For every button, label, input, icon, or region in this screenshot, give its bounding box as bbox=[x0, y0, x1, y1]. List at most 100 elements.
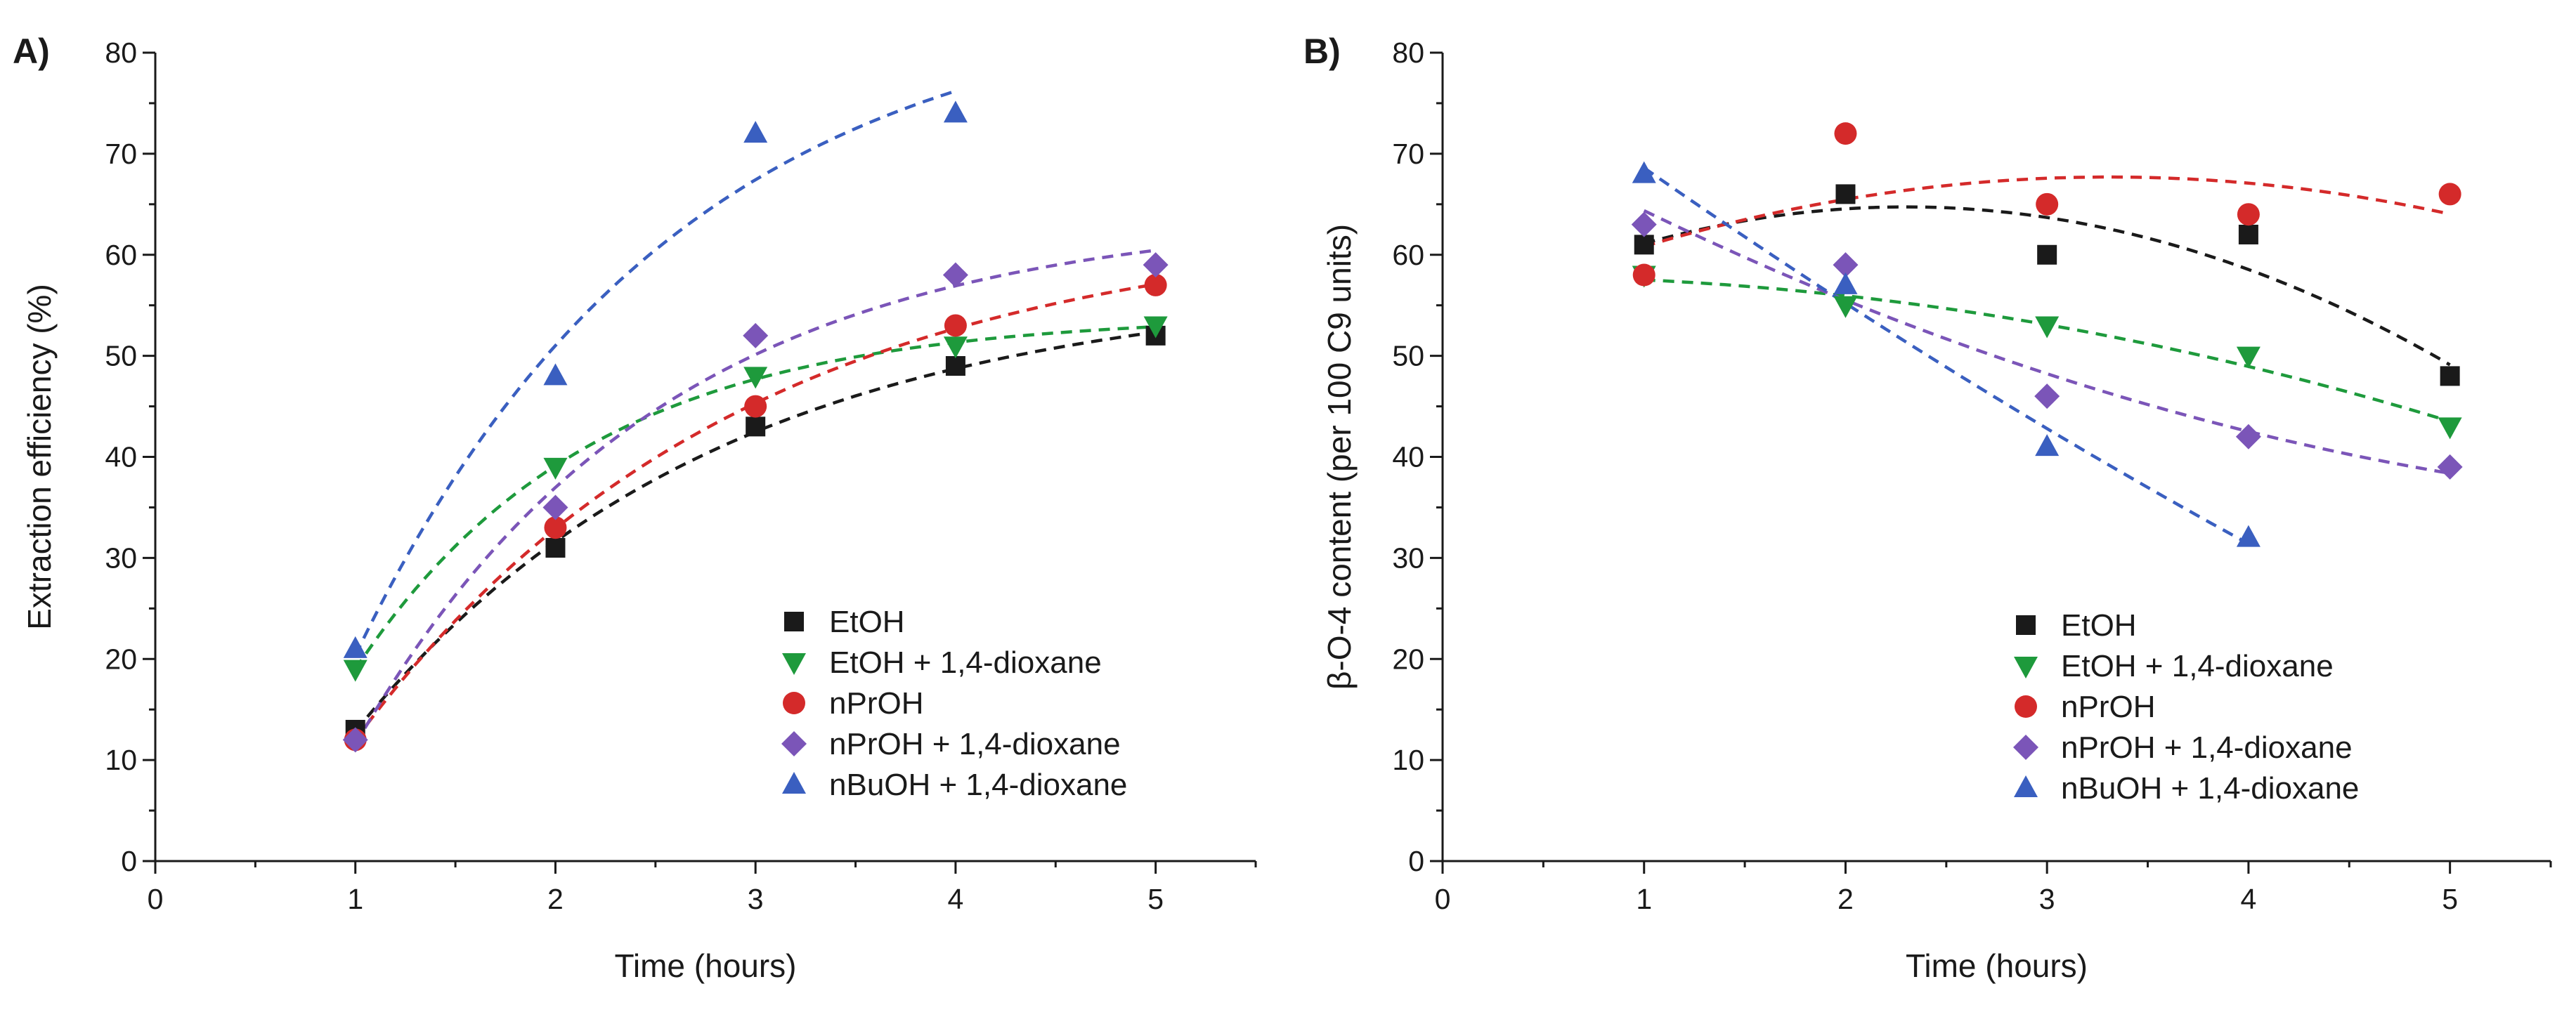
data-point bbox=[2237, 203, 2260, 226]
y-tick-label: 50 bbox=[105, 340, 137, 372]
data-point bbox=[2235, 424, 2261, 450]
data-point bbox=[1144, 273, 1167, 296]
panel-B: B) 0 10 20 30 40 50 60 70 80 0 1 2 3 4 5 Time (hours) β-O… bbox=[1303, 32, 2552, 984]
x-tick-label: 5 bbox=[2442, 883, 2458, 915]
legend-marker bbox=[2013, 735, 2038, 760]
legend-label: nBuOH + 1,4-dioxane bbox=[2061, 771, 2359, 806]
data-point bbox=[943, 336, 968, 359]
fit-line bbox=[353, 89, 956, 657]
legend-marker bbox=[781, 731, 807, 756]
y-tick-label: 60 bbox=[105, 239, 137, 271]
data-point bbox=[2035, 316, 2060, 339]
data-point bbox=[744, 395, 767, 418]
x-tick-label: 4 bbox=[948, 883, 964, 915]
data-point bbox=[2236, 346, 2260, 369]
data-point bbox=[1634, 235, 1654, 255]
data-point bbox=[542, 494, 568, 520]
y-tick-label: 20 bbox=[105, 643, 137, 675]
panel-A: A) 0 10 20 30 40 50 60 70 80 0 1 2 3 4 5 Time (hours) Ext… bbox=[13, 32, 1257, 984]
y-tick-label: 0 bbox=[1408, 845, 1424, 877]
legend-marker bbox=[2014, 775, 2038, 797]
legend-label: EtOH bbox=[2061, 608, 2137, 643]
data-point bbox=[1632, 161, 1656, 183]
legend-marker bbox=[782, 772, 806, 794]
data-point bbox=[2236, 525, 2260, 547]
legend-marker bbox=[2016, 615, 2036, 635]
data-point bbox=[746, 416, 766, 437]
y-tick-label: 10 bbox=[105, 744, 137, 776]
legend-marker bbox=[782, 653, 806, 675]
legend-label: nPrOH + 1,4-dioxane bbox=[829, 727, 1121, 761]
data-point bbox=[1833, 252, 1859, 278]
y-tick-label: 80 bbox=[1392, 37, 1424, 69]
data-point bbox=[1835, 184, 1856, 204]
y-tick-label: 60 bbox=[1392, 239, 1424, 271]
data-point bbox=[2438, 183, 2461, 206]
y-tick-label: 30 bbox=[105, 542, 137, 574]
legend-label: nPrOH bbox=[829, 686, 923, 721]
panel-label-A: A) bbox=[13, 32, 50, 71]
data-point bbox=[743, 121, 768, 143]
x-tick-label: 4 bbox=[2241, 883, 2257, 915]
x-tick-label: 3 bbox=[2039, 883, 2055, 915]
y-tick-label: 70 bbox=[105, 138, 137, 170]
data-point bbox=[543, 457, 568, 480]
data-point bbox=[1631, 211, 1657, 237]
x-axis-label: Time (hours) bbox=[1906, 947, 2088, 984]
legend-label: nPrOH bbox=[2061, 690, 2155, 724]
y-tick-label: 50 bbox=[1392, 340, 1424, 372]
data-point bbox=[2438, 417, 2462, 440]
x-tick-label: 1 bbox=[1636, 883, 1652, 915]
data-point bbox=[2035, 434, 2060, 457]
data-point bbox=[544, 516, 567, 539]
data-point bbox=[2036, 192, 2059, 216]
y-tick-label: 20 bbox=[1392, 643, 1424, 675]
x-tick-label: 3 bbox=[748, 883, 764, 915]
legend-marker bbox=[783, 692, 805, 714]
x-tick-label: 0 bbox=[148, 883, 164, 915]
fit-line bbox=[1643, 166, 2249, 546]
fit-line bbox=[1644, 205, 2451, 367]
data-point bbox=[1834, 122, 1857, 145]
x-axis-label: Time (hours) bbox=[615, 947, 797, 984]
y-tick-label: 10 bbox=[1392, 744, 1424, 776]
y-tick-label: 80 bbox=[105, 37, 137, 69]
data-point bbox=[343, 660, 367, 682]
y-axis-label: β-O-4 content (per 100 C9 units) bbox=[1321, 224, 1358, 690]
legend-label: EtOH + 1,4-dioxane bbox=[2061, 649, 2334, 683]
data-point bbox=[944, 314, 967, 337]
data-point bbox=[545, 537, 566, 558]
data-point bbox=[1632, 263, 1655, 287]
x-tick-label: 5 bbox=[1147, 883, 1164, 915]
legend: EtOH EtOH + 1,4-dioxane nPrOH nPrOH + 1,4-d… bbox=[781, 605, 1127, 802]
data-point bbox=[2437, 454, 2463, 480]
data-point bbox=[743, 322, 769, 348]
fit-line bbox=[1644, 175, 2451, 248]
legend-marker bbox=[2014, 657, 2038, 678]
legend-marker bbox=[784, 612, 804, 631]
legend-marker bbox=[2015, 695, 2037, 718]
fit-line bbox=[353, 330, 1156, 733]
data-point bbox=[1833, 272, 1858, 294]
y-axis-label: Extraction efficiency (%) bbox=[21, 284, 58, 630]
y-tick-label: 0 bbox=[121, 845, 137, 877]
data-point bbox=[2440, 366, 2460, 386]
panel-label-B: B) bbox=[1303, 32, 1341, 71]
x-tick-label: 2 bbox=[547, 883, 564, 915]
x-tick-label: 2 bbox=[1837, 883, 1854, 915]
data-point bbox=[543, 363, 568, 386]
y-tick-label: 70 bbox=[1392, 138, 1424, 170]
data-point bbox=[942, 262, 968, 288]
data-point bbox=[1833, 296, 1858, 318]
data-point bbox=[2238, 224, 2258, 244]
fit-line bbox=[353, 249, 1156, 746]
data-point bbox=[1143, 252, 1169, 278]
x-tick-label: 0 bbox=[1435, 883, 1451, 915]
data-point bbox=[342, 727, 368, 753]
legend-label: nPrOH + 1,4-dioxane bbox=[2061, 730, 2353, 765]
legend-label: EtOH bbox=[829, 605, 905, 639]
data-point bbox=[945, 356, 965, 376]
y-tick-label: 40 bbox=[105, 441, 137, 473]
